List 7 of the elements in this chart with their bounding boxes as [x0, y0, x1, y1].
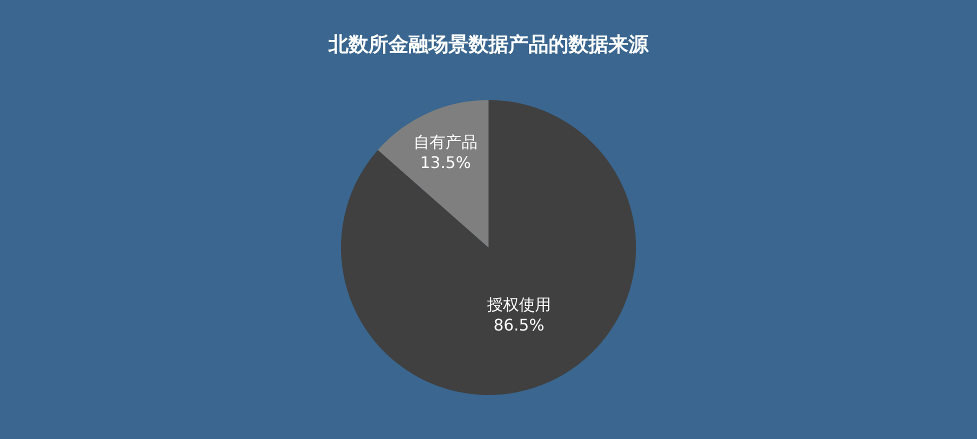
slice-label: 自有产品 [414, 132, 478, 152]
slice-label: 授权使用 [486, 294, 551, 314]
pie-slice [341, 100, 636, 395]
chart-title: 北数所金融场景数据产品的数据来源 [328, 32, 650, 56]
data-label: 13.5% [420, 153, 471, 172]
pie-slice [378, 100, 488, 248]
data-label: 86.5% [493, 316, 544, 335]
